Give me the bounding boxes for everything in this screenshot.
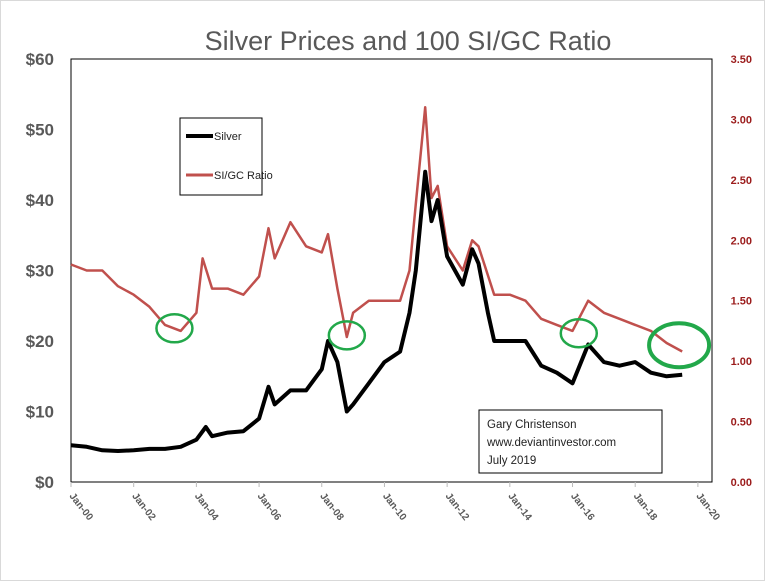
highlight-circle bbox=[327, 320, 367, 351]
x-tick-label: Jan-16 bbox=[568, 491, 596, 523]
note-author: Gary Christenson bbox=[487, 419, 576, 431]
x-tick-label: Jan-20 bbox=[694, 491, 722, 523]
y2-tick-label: 0.50 bbox=[731, 417, 752, 429]
y-tick-label: $40 bbox=[26, 191, 54, 210]
legend-label-silver: Silver bbox=[214, 131, 242, 143]
note-box: Gary Christenson www.deviantinvestor.com… bbox=[478, 409, 663, 474]
y2-tick-label: 1.50 bbox=[731, 296, 752, 308]
y2-tick-label: 3.50 bbox=[731, 54, 752, 66]
highlight-circle bbox=[647, 321, 712, 370]
y-tick-label: $10 bbox=[26, 403, 54, 422]
silver-line bbox=[70, 169, 683, 453]
note-date: July 2019 bbox=[487, 455, 536, 467]
y-axis-right: 0.00 0.50 1.00 1.50 2.00 2.50 3.00 3.50 bbox=[731, 54, 752, 489]
y-tick-label: $0 bbox=[35, 473, 54, 492]
y-tick-label: $60 bbox=[26, 50, 54, 69]
x-tick-label: Jan-14 bbox=[505, 491, 533, 523]
x-tick-label: Jan-02 bbox=[129, 491, 157, 523]
legend-box bbox=[179, 117, 263, 196]
chart-title: Silver Prices and 100 SI/GC Ratio bbox=[205, 26, 612, 56]
annotations bbox=[155, 313, 712, 370]
y-tick-label: $30 bbox=[26, 262, 54, 281]
highlight-circle bbox=[155, 313, 194, 344]
x-tick-label: Jan-00 bbox=[67, 491, 95, 523]
x-tick-label: Jan-10 bbox=[380, 491, 408, 523]
y2-tick-label: 0.00 bbox=[731, 477, 752, 489]
series-group bbox=[70, 106, 683, 453]
note-frame bbox=[478, 409, 663, 474]
x-tick-label: Jan-18 bbox=[631, 491, 659, 523]
plot-area bbox=[70, 58, 713, 483]
highlight-circle bbox=[559, 317, 599, 349]
legend: Silver SI/GC Ratio bbox=[179, 117, 273, 196]
legend-label-ratio: SI/GC Ratio bbox=[214, 170, 273, 182]
x-axis: Jan-00 Jan-02 Jan-04 Jan-06 Jan-08 Jan-10 Jan-… bbox=[67, 482, 722, 523]
y-tick-label: $20 bbox=[26, 332, 54, 351]
y2-tick-label: 1.00 bbox=[731, 356, 752, 368]
ratio-line bbox=[70, 106, 683, 353]
x-tick-label: Jan-06 bbox=[255, 491, 283, 523]
note-website: www.deviantinvestor.com bbox=[486, 437, 616, 449]
y2-tick-label: 2.50 bbox=[731, 175, 752, 187]
y-tick-label: $50 bbox=[26, 121, 54, 140]
y-axis-left: $0 $10 $20 $30 $40 $50 $60 bbox=[26, 50, 54, 492]
x-tick-label: Jan-04 bbox=[192, 491, 220, 523]
x-tick-label: Jan-12 bbox=[443, 491, 471, 523]
x-tick-label: Jan-08 bbox=[317, 491, 345, 523]
y2-tick-label: 3.00 bbox=[731, 114, 752, 126]
y2-tick-label: 2.00 bbox=[731, 235, 752, 247]
